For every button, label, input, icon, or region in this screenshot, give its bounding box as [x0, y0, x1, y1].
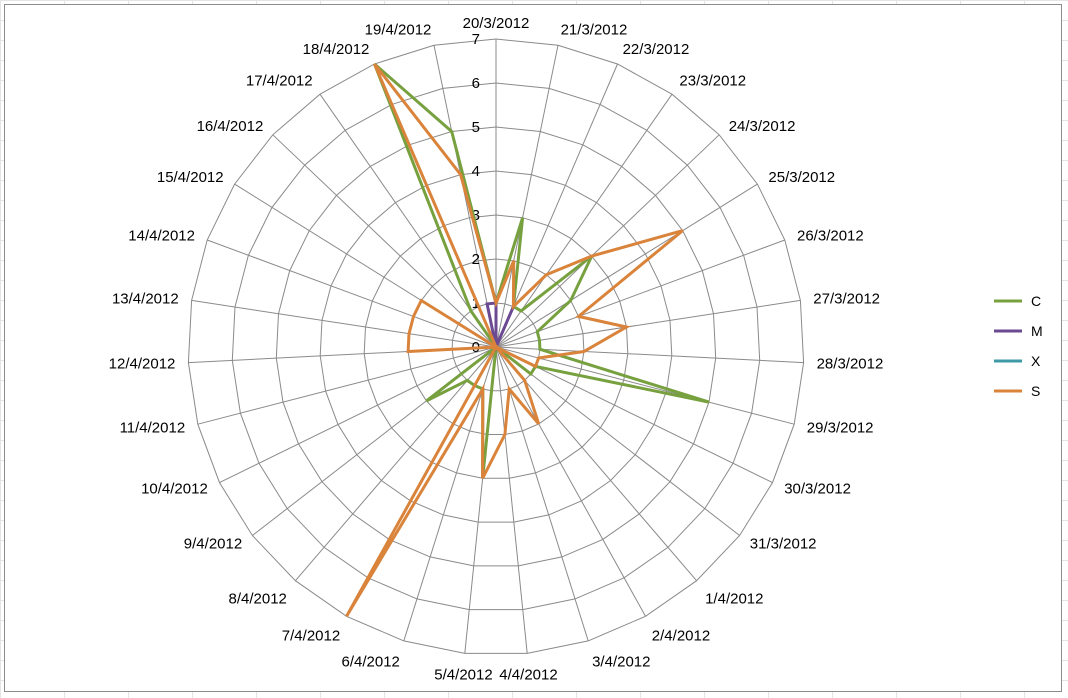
category-axis-labels: 20/3/2012 21/3/2012 22/3/2012 23/3/2012 24/3…: [109, 15, 884, 683]
category-label: 20/3/2012: [463, 15, 530, 32]
category-label: 7/4/2012: [282, 628, 340, 645]
grid-spoke: [191, 299, 497, 348]
category-label: 31/3/2012: [750, 536, 817, 553]
category-label: 26/3/2012: [797, 228, 864, 245]
grid-spoke: [495, 299, 801, 348]
grid-spoke: [495, 346, 697, 582]
tick-label: 6: [472, 75, 480, 92]
series-line-S: [345, 63, 684, 618]
grid-spoke: [219, 346, 497, 484]
grid-spoke: [197, 346, 497, 425]
grid-spoke: [495, 134, 720, 348]
category-label: 14/4/2012: [128, 228, 195, 245]
grid-ring: [275, 126, 717, 567]
category-label: 11/4/2012: [120, 420, 186, 437]
tick-label: 7: [472, 31, 480, 48]
category-label: 24/3/2012: [729, 118, 796, 135]
category-label: 19/4/2012: [365, 22, 432, 39]
tick-label: 2: [472, 251, 480, 268]
category-label: 25/3/2012: [768, 169, 835, 186]
grid-spoke: [495, 346, 804, 364]
category-label: 5/4/2012: [434, 666, 492, 683]
category-label: 16/4/2012: [197, 118, 264, 135]
grid-spoke: [495, 346, 795, 425]
grid-spoke: [495, 63, 618, 348]
grid-ring: [187, 38, 805, 654]
legend-label-X: X: [1031, 353, 1041, 369]
category-label: 1/4/2012: [705, 591, 763, 608]
grid-spoke: [207, 239, 497, 348]
grid-spoke: [319, 93, 497, 348]
category-label: 12/4/2012: [109, 355, 176, 372]
grid-spoke: [495, 346, 773, 484]
category-label: 3/4/2012: [592, 653, 650, 670]
grid-spoke: [495, 183, 758, 348]
grid-ring: [363, 214, 629, 479]
category-label: 28/3/2012: [817, 355, 884, 372]
category-label: 27/3/2012: [813, 290, 880, 307]
grid-ring: [231, 82, 761, 611]
category-label: 18/4/2012: [303, 41, 370, 58]
legend-label-C: C: [1031, 293, 1041, 309]
category-label: 6/4/2012: [342, 653, 400, 670]
series-lines: [345, 62, 710, 618]
category-label: 21/3/2012: [561, 22, 628, 39]
tick-label: 3: [472, 207, 480, 224]
category-label: 15/4/2012: [157, 169, 224, 186]
category-label: 23/3/2012: [679, 73, 746, 90]
category-label: 10/4/2012: [141, 480, 208, 497]
grid-spoke: [495, 45, 559, 348]
tick-label: 5: [472, 119, 480, 136]
grid-spoke: [495, 346, 528, 654]
legend-label-M: M: [1031, 323, 1043, 339]
category-label: 13/4/2012: [112, 290, 179, 307]
category-label: 29/3/2012: [807, 420, 874, 437]
grid-spoke: [495, 346, 646, 617]
grid-spoke: [495, 93, 673, 348]
grid-spoke: [295, 346, 497, 582]
grid-spoke: [495, 239, 785, 348]
category-label: 2/4/2012: [652, 628, 710, 645]
series-line-M: [485, 301, 515, 352]
grid-spoke: [272, 134, 497, 348]
series-line-C: [373, 62, 710, 479]
tick-label: 4: [472, 163, 480, 180]
grid-spoke: [495, 346, 740, 536]
chart-area[interactable]: [4, 4, 1062, 692]
category-label: 9/4/2012: [184, 536, 242, 553]
category-label: 30/3/2012: [784, 480, 851, 497]
category-label: 4/4/2012: [499, 666, 557, 683]
category-label: 17/4/2012: [246, 73, 313, 90]
category-label: 8/4/2012: [229, 591, 287, 608]
grid-spoke: [495, 346, 589, 642]
grid-spoke: [403, 346, 497, 642]
legend-label-S: S: [1031, 383, 1040, 399]
category-label: 22/3/2012: [623, 41, 690, 58]
